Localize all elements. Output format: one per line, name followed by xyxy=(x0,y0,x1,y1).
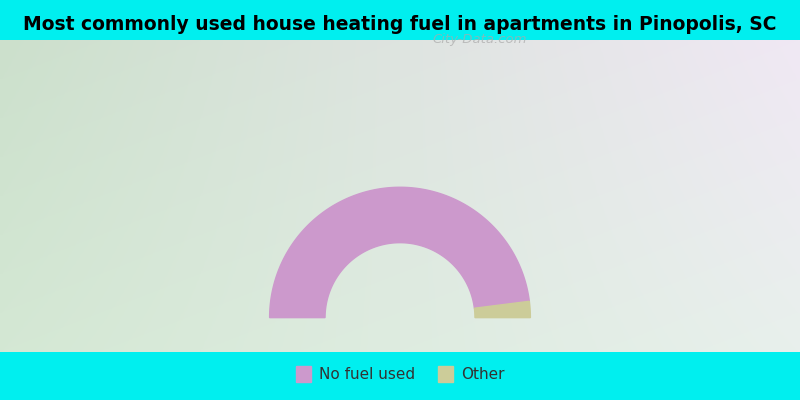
Legend: No fuel used, Other: No fuel used, Other xyxy=(290,360,510,388)
Text: City-Data.com: City-Data.com xyxy=(433,33,527,46)
Polygon shape xyxy=(474,301,530,318)
Text: Most commonly used house heating fuel in apartments in Pinopolis, SC: Most commonly used house heating fuel in… xyxy=(23,14,777,34)
Polygon shape xyxy=(270,187,530,318)
